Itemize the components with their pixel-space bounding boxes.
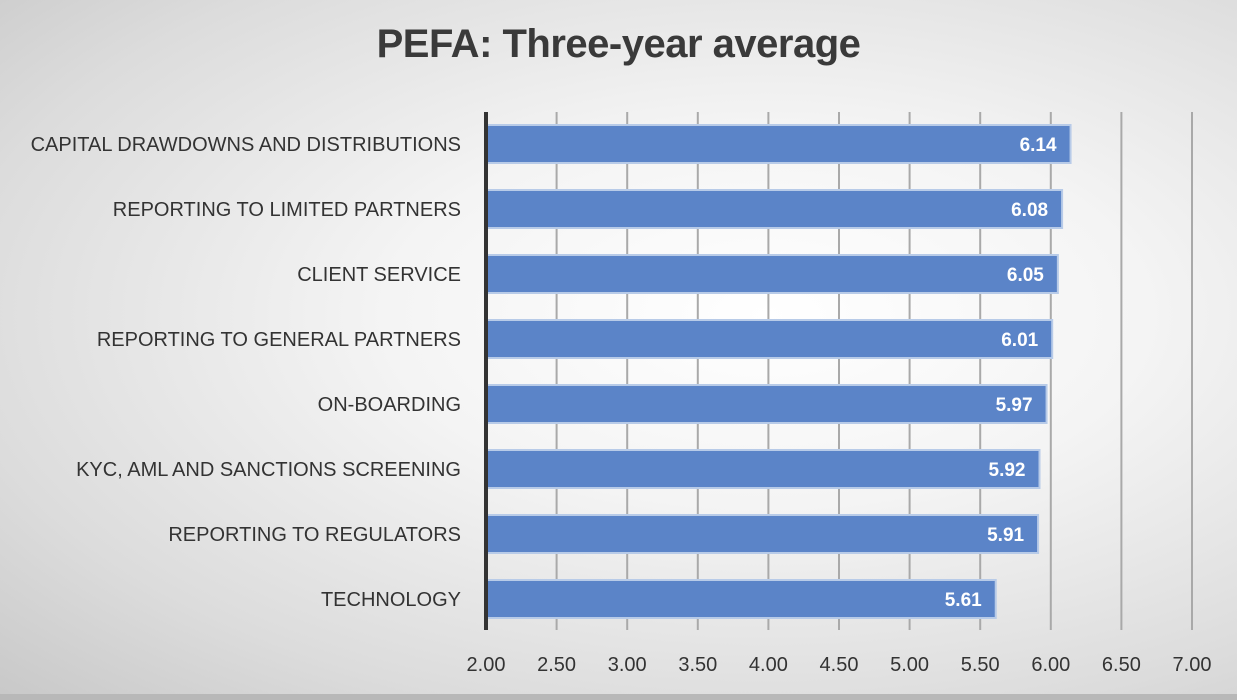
x-tick-label: 5.00 <box>890 654 929 676</box>
x-tick-label: 4.00 <box>749 654 788 676</box>
x-tick-label: 2.50 <box>537 654 576 676</box>
bottom-band <box>0 694 1237 700</box>
data-label: 5.92 <box>989 460 1026 481</box>
category-label: REPORTING TO LIMITED PARTNERS <box>113 199 461 221</box>
x-tick-label: 6.50 <box>1102 654 1141 676</box>
x-tick-label: 3.00 <box>608 654 647 676</box>
category-label: TECHNOLOGY <box>321 589 461 611</box>
bar <box>485 124 1072 164</box>
x-tick-labels: 2.00 2.50 3.00 3.50 4.00 4.50 5.00 5.50 6.00 6.50… <box>467 654 1212 676</box>
x-tick-label: 6.00 <box>1031 654 1070 676</box>
category-labels: CAPITAL DRAWDOWNS AND DISTRIBUTIONS REPOR… <box>31 134 461 611</box>
bar <box>485 319 1054 359</box>
bar <box>485 384 1048 424</box>
x-tick-label: 5.50 <box>961 654 1000 676</box>
category-label: CAPITAL DRAWDOWNS AND DISTRIBUTIONS <box>31 134 461 156</box>
bar <box>485 449 1041 489</box>
bars: 6.14 6.08 6.05 6.01 5.97 5.92 5.91 5.61 <box>485 124 1072 619</box>
bar <box>485 189 1064 229</box>
data-label: 6.01 <box>1001 330 1038 351</box>
data-label: 5.91 <box>987 525 1024 546</box>
x-tick-label: 2.00 <box>467 654 506 676</box>
x-tick-label: 7.00 <box>1173 654 1212 676</box>
chart-title: PEFA: Three-year average <box>376 22 861 66</box>
data-label: 6.05 <box>1007 265 1044 286</box>
x-tick-label: 4.50 <box>820 654 859 676</box>
bar <box>485 579 997 619</box>
category-label: KYC, AML AND SANCTIONS SCREENING <box>76 459 461 481</box>
category-label: CLIENT SERVICE <box>297 264 461 286</box>
category-label: ON-BOARDING <box>318 394 461 416</box>
category-label: REPORTING TO REGULATORS <box>168 524 461 546</box>
data-label: 6.08 <box>1011 200 1048 221</box>
data-label: 6.14 <box>1020 135 1057 156</box>
category-label: REPORTING TO GENERAL PARTNERS <box>97 329 461 351</box>
data-label: 5.97 <box>996 395 1033 416</box>
bar <box>485 514 1040 554</box>
data-label: 5.61 <box>945 590 982 611</box>
x-tick-label: 3.50 <box>678 654 717 676</box>
bar <box>485 254 1059 294</box>
